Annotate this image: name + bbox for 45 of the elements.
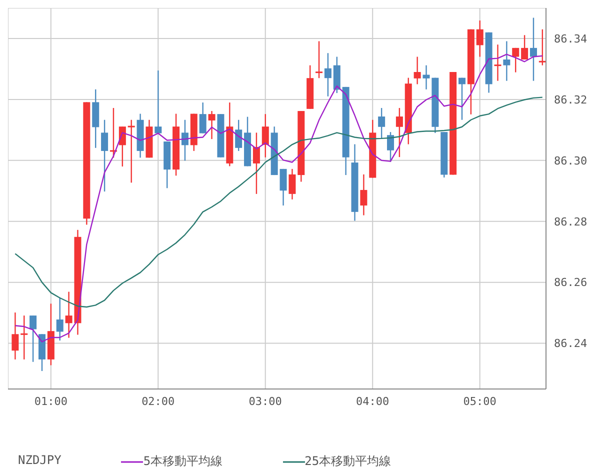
legend-label: 5本移動平均線 <box>143 453 223 470</box>
y-tick-label: 86.26 <box>554 276 588 290</box>
text: NZDJPY <box>18 453 62 469</box>
candlestick <box>199 102 206 134</box>
y-tick-label: 86.34 <box>554 32 588 46</box>
y-tick-label: 86.24 <box>554 337 588 350</box>
candlestick <box>378 107 386 140</box>
candlestick <box>396 107 403 158</box>
candlestick <box>56 297 64 342</box>
candlestick <box>288 168 296 200</box>
candlestick <box>521 34 528 60</box>
candlestick <box>181 119 188 162</box>
candlestick <box>12 312 19 360</box>
candlestick <box>538 28 546 66</box>
candlestick <box>128 119 135 184</box>
candlestick <box>235 119 242 152</box>
candlestick <box>494 44 502 82</box>
y-tick-label: 86.30 <box>554 154 588 168</box>
candlestick <box>512 47 520 73</box>
x-tick-label: 03:00 <box>248 394 282 408</box>
y-tick-label: 86.28 <box>554 215 588 228</box>
candlestick <box>414 56 421 85</box>
candlestick <box>30 314 37 362</box>
line-series <box>14 96 543 308</box>
candlestick <box>360 174 368 216</box>
legend-label: 25本移動平均線 <box>304 453 392 470</box>
candlestick <box>20 314 28 360</box>
x-tick-label: 01:00 <box>34 394 68 408</box>
candlestick <box>530 17 537 82</box>
candlestick <box>208 110 216 140</box>
candlestick <box>252 132 260 195</box>
x-tick-label: 05:00 <box>463 394 496 408</box>
candlestick <box>280 168 287 206</box>
candlestick <box>101 119 108 192</box>
candlestick <box>476 20 484 58</box>
x-tick-label: 02:00 <box>142 394 175 408</box>
candlestick <box>262 113 269 158</box>
candlestick <box>154 70 162 134</box>
y-tick-label: 86.32 <box>554 93 588 106</box>
candlestick <box>316 40 323 79</box>
candlestick <box>458 77 466 120</box>
candlestick <box>387 131 394 163</box>
candlestick <box>324 52 332 97</box>
x-tick-label: 04:00 <box>356 394 390 408</box>
candlestick <box>503 40 510 82</box>
